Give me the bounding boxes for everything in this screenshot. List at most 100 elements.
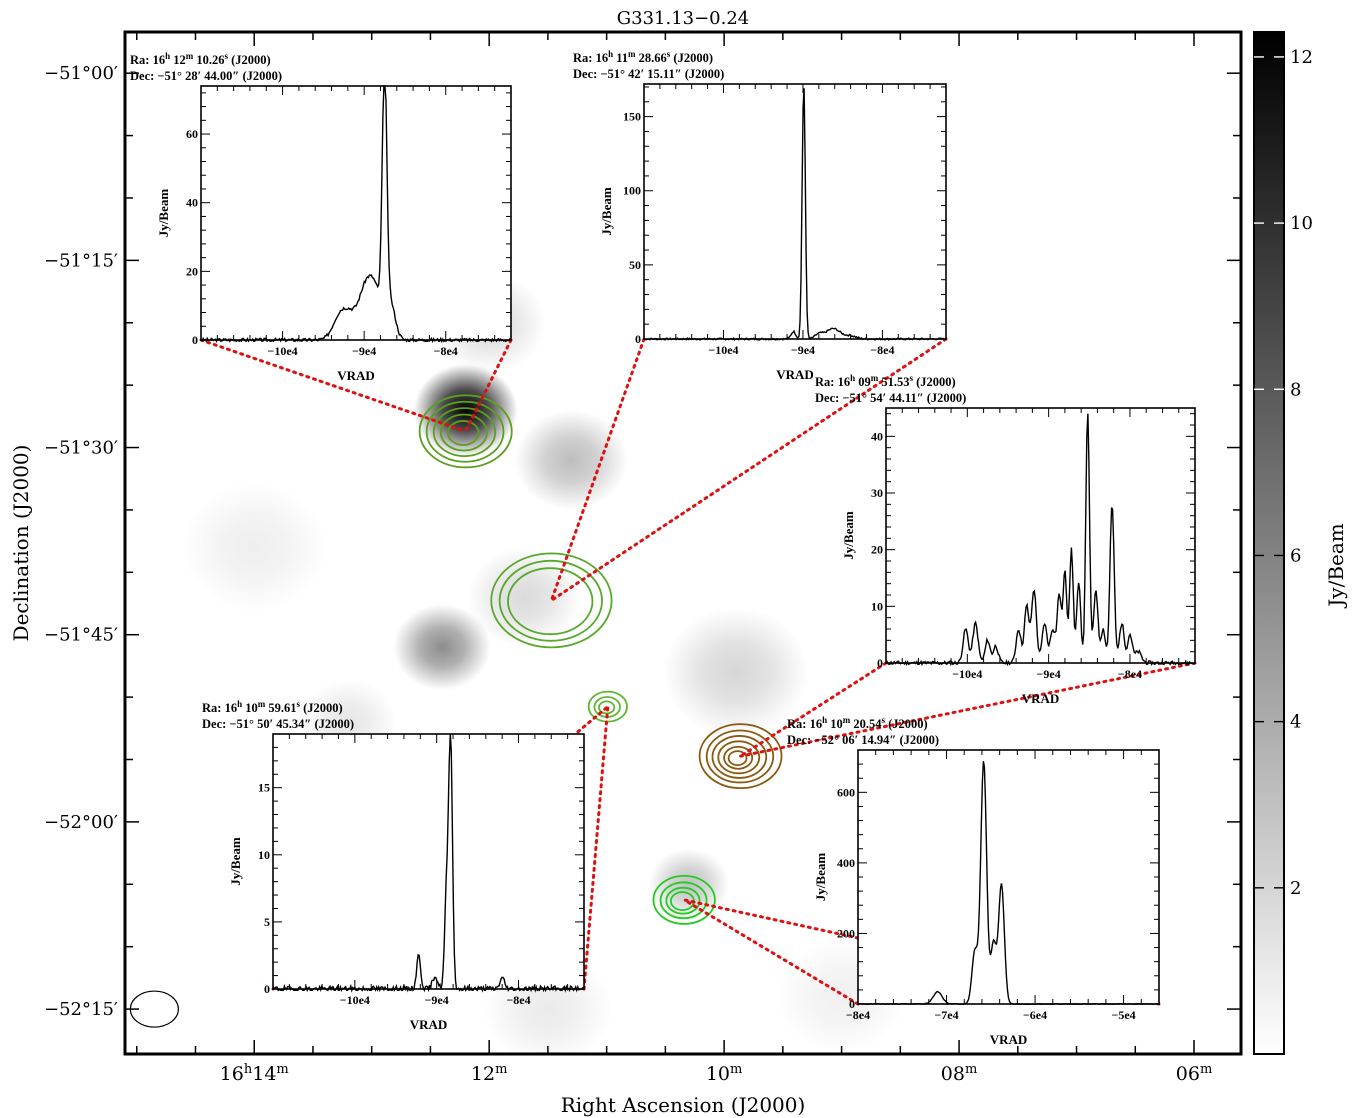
inset-x-label: VRAD [337, 368, 375, 383]
contour-ring [432, 407, 497, 458]
y-tick-label: −51°15′ [44, 250, 118, 271]
leader-line [199, 338, 468, 433]
inset-frame [857, 749, 1160, 1005]
inset-y-tick-label: 150 [623, 110, 641, 124]
inset-x-tick-label: −10e4 [952, 667, 982, 681]
spectrum-insets: Ra: 16h 12m 10.26s (J2000) Dec: −51° 28′ … [130, 49, 1196, 1047]
inset-x-tick-label: −8e4 [1118, 667, 1142, 681]
inset-y-tick-label: 0 [635, 332, 641, 346]
inset-y-tick-label: 40 [871, 429, 883, 443]
inset-y-tick-label: 10 [258, 848, 270, 862]
colorbar-label: Jy/Beam [1324, 523, 1348, 609]
contour-ring [418, 394, 513, 469]
contour-group-src3 [698, 723, 783, 790]
inset-y-tick-label: 50 [629, 258, 641, 272]
inset-x-tick-label: −9e4 [791, 343, 815, 357]
spectrum-line [857, 761, 1160, 1006]
y-tick-label: −52°00′ [44, 812, 118, 833]
main-axis-ticks [125, 32, 1241, 1054]
contour-ring [698, 723, 783, 790]
x-tick-label: 06m [1176, 1062, 1213, 1086]
colorbar-tick-label: 4 [1290, 712, 1301, 733]
inset-frame [200, 85, 512, 341]
y-tick-label: −51°30′ [44, 438, 118, 459]
inset-x-tick-label: −6e4 [1023, 1008, 1047, 1022]
inset-x-tick-label: −9e4 [352, 344, 376, 358]
contour-ring [705, 729, 775, 784]
inset-y-tick-label: 0 [264, 982, 270, 996]
inset-x-tick-label: −5e4 [1112, 1008, 1136, 1022]
inset-y-tick-label: 0 [192, 333, 198, 347]
inset-x-tick-label: −7e4 [934, 1008, 958, 1022]
inset-x-tick-label: −9e4 [1037, 667, 1061, 681]
inset-x-label: VRAD [1022, 691, 1060, 706]
spectrum-line [885, 413, 1196, 667]
y-tick-labels: −51°00′ −51°15′ −51°30′ −51°45′ −52°00′ −52°1… [44, 63, 118, 1020]
spectrum-line [272, 733, 585, 993]
inset-inset5: Ra: 16h 10m 20.54s (J2000) Dec: −52° 06′ … [787, 715, 1160, 1047]
leader-line [549, 337, 948, 602]
x-tick-label: 08m [941, 1062, 978, 1086]
colorbar-tick-label: 12 [1290, 47, 1313, 68]
inset-y-tick-label: 40 [186, 196, 198, 210]
source-contours [418, 394, 783, 925]
inset-ra-label: Ra: 16h 10m 59.61s (J2000) [202, 699, 343, 715]
inset-ra-label: Ra: 16h 10m 20.54s (J2000) [787, 715, 928, 731]
contour-group-src5 [652, 874, 716, 925]
leader-line [739, 661, 1197, 758]
emission-blob [393, 604, 491, 691]
contour-ring [652, 874, 716, 925]
inset-y-label: Jy/Beam [813, 853, 828, 902]
inset-dec-label: Dec: −51° 54′ 44.11″ (J2000) [815, 391, 966, 405]
inset-x-tick-label: −8e4 [870, 343, 894, 357]
inset-y-label: Jy/Beam [599, 187, 614, 236]
inset-y-tick-label: 20 [186, 264, 198, 278]
emission-blob [662, 607, 809, 737]
emission-blob [648, 848, 730, 921]
x-tick-label: 16h14m [220, 1062, 289, 1086]
inset-dec-label: Dec: −51° 50′ 45.34″ (J2000) [202, 717, 354, 731]
inset-x-tick-label: −10e4 [267, 344, 297, 358]
inset-y-tick-label: 600 [837, 785, 855, 799]
inset-x-tick-label: −8e4 [846, 1008, 870, 1022]
y-tick-label: −51°45′ [44, 625, 118, 646]
inset-y-tick-label: 10 [871, 599, 883, 613]
plot-frame [123, 30, 1243, 1056]
contour-ring [490, 552, 613, 649]
inset-y-tick-label: 30 [871, 486, 883, 500]
inset-x-label: VRAD [990, 1032, 1028, 1047]
leader-line [682, 898, 1161, 1006]
x-tick-label: 10m [706, 1062, 743, 1086]
contour-ring [439, 413, 488, 452]
inset-frame [643, 83, 947, 340]
contour-ring [425, 400, 505, 463]
inset-x-tick-label: −9e4 [425, 993, 449, 1007]
inset-y-tick-label: 100 [623, 184, 641, 198]
inset-frame [885, 407, 1196, 664]
chart-title: G331.13−0.24 [617, 8, 750, 29]
inset-y-label: Jy/Beam [841, 511, 856, 560]
inset-inset2: Ra: 16h 11m 28.66s (J2000) Dec: −51° 42′ … [573, 49, 947, 382]
y-axis-label: Declination (J2000) [9, 445, 33, 642]
contour-ring [498, 559, 603, 642]
contour-ring [665, 886, 701, 915]
inset-y-tick-label: 60 [186, 127, 198, 141]
leader-line [464, 338, 513, 433]
inset-inset1: Ra: 16h 12m 10.26s (J2000) Dec: −51° 28′ … [130, 51, 512, 383]
inset-y-tick-label: 400 [837, 856, 855, 870]
inset-dec-label: Dec: −51° 28′ 44.00″ (J2000) [130, 69, 282, 83]
contour-ring [598, 700, 616, 715]
inset-y-tick-label: 0 [849, 997, 855, 1011]
contour-ring [723, 745, 754, 770]
colorbar-tick-label: 10 [1290, 213, 1313, 234]
inset-inset4: Ra: 16h 10m 59.61s (J2000) Dec: −51° 50′ … [202, 699, 585, 1032]
x-axis-label: Right Ascension (J2000) [561, 1093, 806, 1117]
inset-x-tick-label: −10e4 [340, 993, 370, 1007]
x-tick-label: 12m [471, 1062, 508, 1086]
emission-blob [181, 482, 328, 612]
x-tick-labels: 16h14m 12m 10m 08m 06m [220, 1062, 1213, 1086]
contour-group-src1 [418, 394, 513, 469]
colorbar-tick-label: 6 [1290, 545, 1301, 566]
spectrum-line [643, 88, 947, 341]
